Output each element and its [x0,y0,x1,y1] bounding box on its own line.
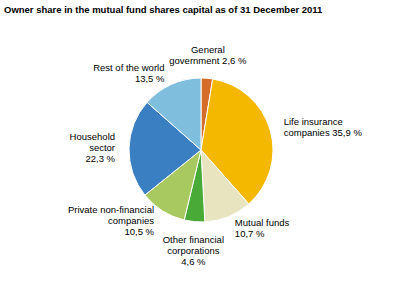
slice-label-line: Rest of the world [93,62,164,73]
chart: Owner share in the mutual fund shares ca… [0,0,403,284]
slice [201,150,249,222]
slice-label: Mutual funds10,7 % [235,217,290,239]
slice-label-line: government 2,6 % [169,55,247,66]
slice-label-line: 22,3 % [85,153,115,164]
slice-label: Householdsector22,3 % [70,131,116,164]
slice-label-line: General [191,44,225,55]
slice-label-line: 10,5 % [124,226,154,237]
pie [129,78,273,222]
slice-label-line: Life insurance [284,116,343,127]
slice-label: Other financialcorporations4,6 % [163,234,224,267]
slice-label-line: Other financial [163,234,224,245]
slice-label-line: 13,5 % [135,73,165,84]
title: Owner share in the mutual fund shares ca… [4,4,323,15]
slice-label-line: Mutual funds [235,217,290,228]
slice-label-line: 4,6 % [181,256,206,267]
slice-label-line: companies 35,9 % [284,127,363,138]
slice-label-line: companies [108,215,154,226]
labels: Generalgovernment 2,6 %Life insurancecom… [68,44,362,267]
slice-label-line: corporations [167,245,220,256]
slice-label-line: Household [70,131,115,142]
slice-label: Private non-financialcompanies10,5 % [68,204,155,237]
slice-label: Generalgovernment 2,6 % [169,44,247,66]
slice [147,78,201,150]
slice-label: Life insurancecompanies 35,9 % [284,116,363,138]
slice-label: Rest of the world13,5 % [93,62,165,84]
slice-label-line: Private non-financial [68,204,154,215]
slice-label-line: 10,7 % [235,228,265,239]
slice-label-line: sector [89,142,115,153]
